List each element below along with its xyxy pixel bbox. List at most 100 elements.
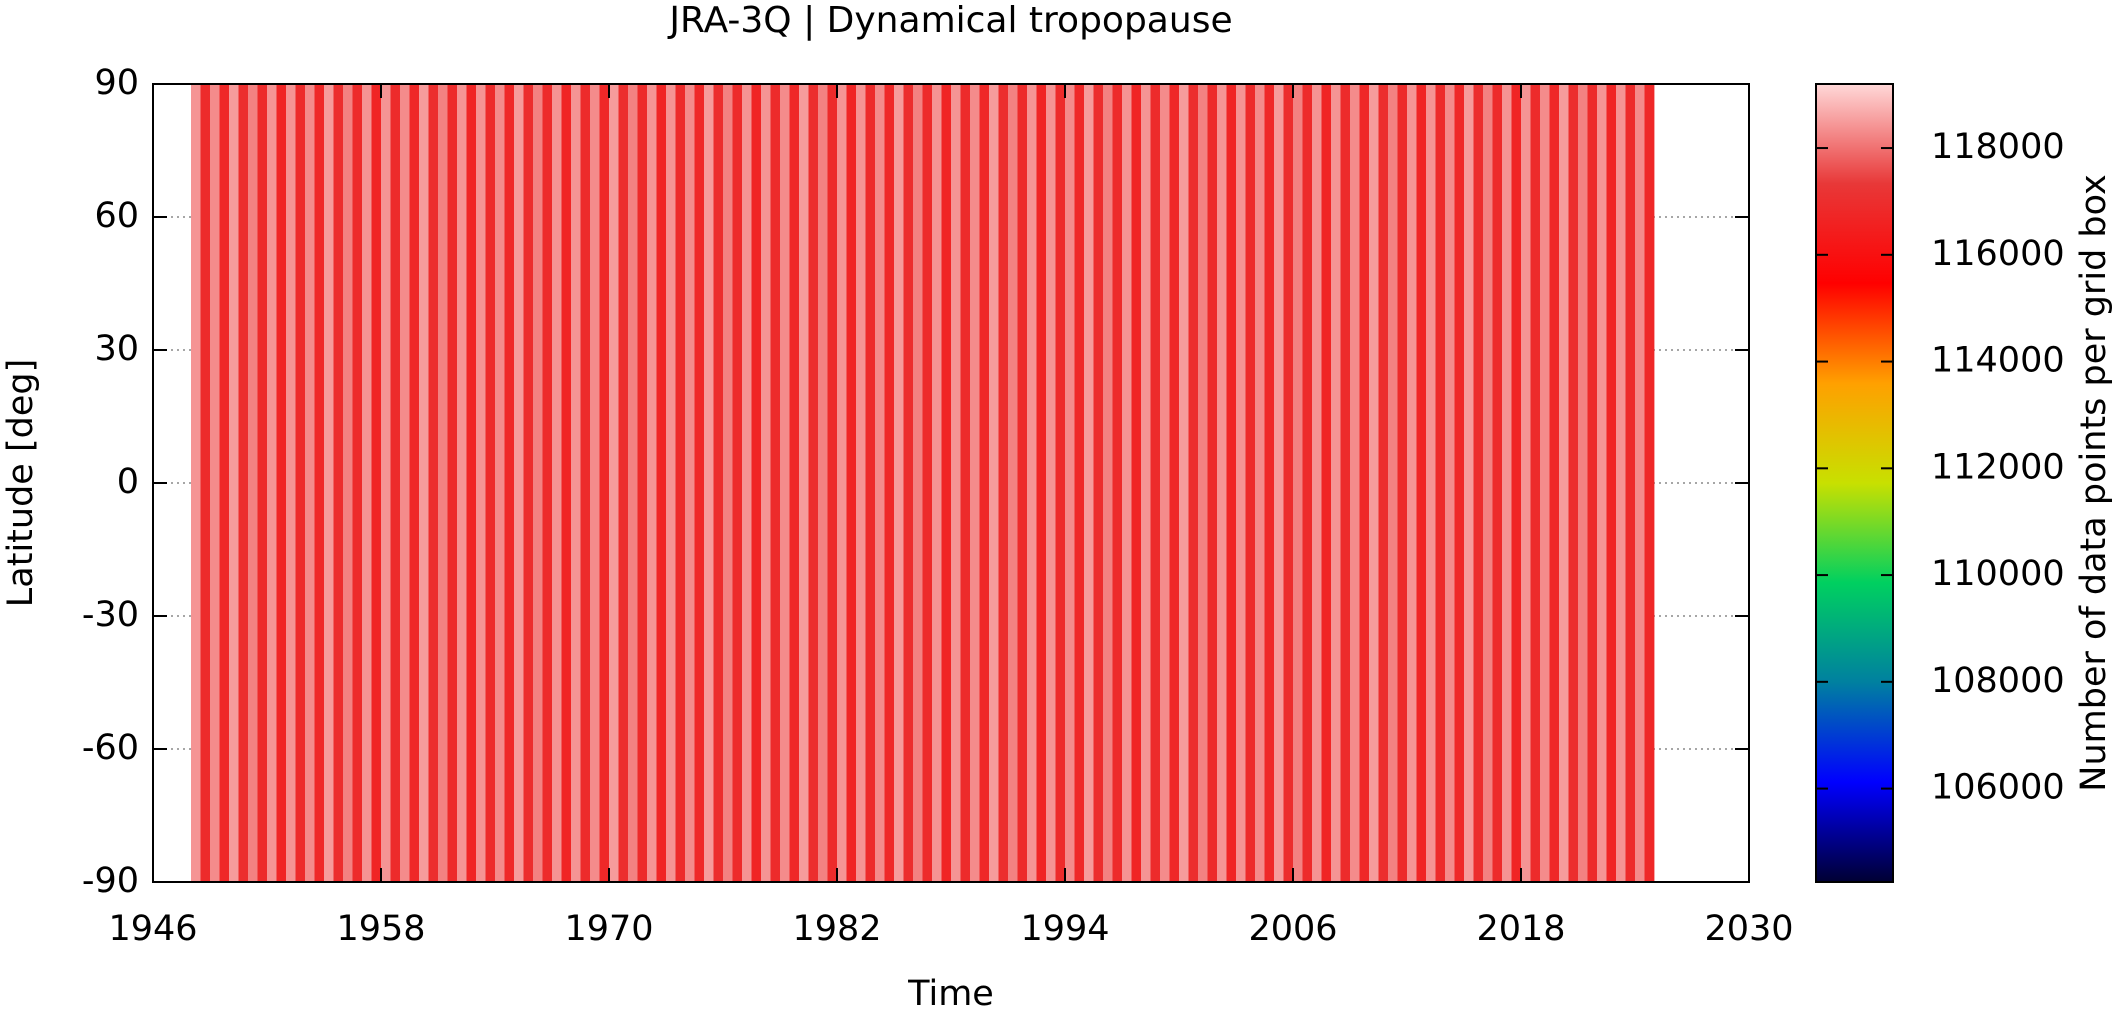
heatmap-cell <box>210 84 220 882</box>
heatmap-cell <box>960 84 971 882</box>
heatmap-cell <box>295 84 306 882</box>
heatmap-cell <box>447 84 458 882</box>
heatmap-cell <box>932 84 942 882</box>
heatmap-cell <box>818 84 828 882</box>
heatmap-cell <box>732 84 743 882</box>
heatmap-cell <box>286 84 296 882</box>
heatmap-cell <box>856 84 866 882</box>
heatmap-cell <box>1350 84 1360 882</box>
heatmap-cell <box>989 84 999 882</box>
heatmap-cell <box>1540 84 1550 882</box>
heatmap-cell <box>1036 84 1047 882</box>
heatmap-cell <box>1179 84 1189 882</box>
heatmap-cell <box>523 84 534 882</box>
heatmap-cell <box>362 84 372 882</box>
heatmap-cell <box>1388 84 1398 882</box>
heatmap-cell <box>808 84 819 882</box>
heatmap-cell <box>1635 84 1645 882</box>
heatmap-cell <box>647 84 657 882</box>
heatmap-cell <box>1112 84 1123 882</box>
heatmap-cell <box>780 84 790 882</box>
heatmap-cell <box>504 84 515 882</box>
heatmap-cell <box>1283 84 1294 882</box>
heatmap-cell <box>1302 84 1313 882</box>
heatmap-cell <box>1435 84 1446 882</box>
heatmap-cell <box>1236 84 1246 882</box>
x-tick-label: 2030 <box>1704 909 1793 949</box>
heatmap-cell <box>390 84 401 882</box>
heatmap-cell <box>580 84 591 882</box>
heatmap-cell <box>1084 84 1094 882</box>
heatmap-cell <box>542 84 553 882</box>
colorbar-tick-label: 116000 <box>1931 234 2065 274</box>
x-tick-label: 1958 <box>336 909 425 949</box>
heatmap-cell <box>1169 84 1180 882</box>
heatmap-cell <box>1521 84 1531 882</box>
colorbar-label: Number of data points per grid box <box>2074 174 2114 791</box>
heatmap-cell <box>1160 84 1170 882</box>
colorbar-tick-label: 108000 <box>1931 661 2065 701</box>
heatmap-cell <box>723 84 733 882</box>
heatmap-cell <box>1274 84 1284 882</box>
heatmap-cell <box>1340 84 1351 882</box>
heatmap-cell <box>1473 84 1484 882</box>
heatmap-cell <box>571 84 581 882</box>
heatmap-cell <box>704 84 714 882</box>
heatmap-cell <box>903 84 914 882</box>
heatmap-cell <box>941 84 952 882</box>
y-axis-label: Latitude [deg] <box>1 359 41 607</box>
colorbar-tick-label: 110000 <box>1931 554 2065 594</box>
heatmap-cell <box>1217 84 1227 882</box>
heatmap-cell <box>1644 84 1655 882</box>
heatmap-cell <box>875 84 885 882</box>
heatmap-cell <box>1511 84 1522 882</box>
heatmap-cell <box>1046 84 1056 882</box>
y-tick-label: 60 <box>94 196 139 236</box>
heatmap-cell <box>248 84 258 882</box>
heatmap-cell <box>1331 84 1341 882</box>
heatmap-cell <box>485 84 496 882</box>
heatmap-cell <box>238 84 249 882</box>
heatmap-cell <box>1597 84 1607 882</box>
heatmap-cell <box>894 84 904 882</box>
heatmap-cell <box>1407 84 1417 882</box>
heatmap-cell <box>352 84 363 882</box>
heatmap-cell <box>694 84 705 882</box>
x-axis-label: Time <box>907 974 994 1012</box>
heatmap-cell <box>1065 84 1075 882</box>
heatmap-cell <box>1397 84 1408 882</box>
heatmap-cell <box>979 84 990 882</box>
heatmap-cell <box>1245 84 1256 882</box>
heatmap-cell <box>1074 84 1085 882</box>
heatmap-cell <box>371 84 382 882</box>
heatmap-cell <box>590 84 600 882</box>
heatmap-cell <box>713 84 724 882</box>
heatmap-cell <box>1359 84 1370 882</box>
heatmap-cell <box>1530 84 1541 882</box>
heatmap-cell <box>609 84 619 882</box>
x-tick-label: 2006 <box>1248 909 1337 949</box>
y-tick-label: 90 <box>94 63 139 103</box>
x-tick-label: 2018 <box>1476 909 1565 949</box>
heatmap-cell <box>1027 84 1037 882</box>
heatmap-cell <box>561 84 572 882</box>
heatmap-cell <box>1426 84 1436 882</box>
y-tick-label: -60 <box>82 728 139 768</box>
heatmap-cell <box>998 84 1009 882</box>
heatmap-cell <box>1416 84 1427 882</box>
colorbar-tick-label: 106000 <box>1931 768 2065 808</box>
y-tick-label: 30 <box>94 329 139 369</box>
x-tick-label: 1994 <box>1020 909 1109 949</box>
heatmap-cell <box>666 84 676 882</box>
colorbar-tick-label: 118000 <box>1931 127 2065 167</box>
heatmap-cell <box>457 84 467 882</box>
heatmap-cell <box>1131 84 1142 882</box>
heatmap-cell <box>1103 84 1113 882</box>
heatmap-cell <box>742 84 752 882</box>
heatmap-cell <box>324 84 334 882</box>
y-tick-label: -90 <box>82 861 139 901</box>
heatmap-cell <box>1559 84 1569 882</box>
heatmap-cell <box>1312 84 1322 882</box>
heatmap-cell <box>409 84 420 882</box>
